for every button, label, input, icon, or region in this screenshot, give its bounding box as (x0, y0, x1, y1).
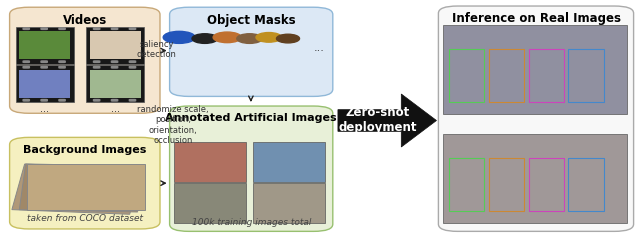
FancyBboxPatch shape (58, 27, 66, 30)
FancyBboxPatch shape (27, 164, 145, 210)
FancyBboxPatch shape (10, 137, 160, 229)
Text: Annotated Artificial Images: Annotated Artificial Images (165, 113, 337, 123)
Text: Object Masks: Object Masks (207, 14, 296, 27)
FancyBboxPatch shape (90, 70, 141, 98)
FancyBboxPatch shape (93, 60, 100, 63)
FancyBboxPatch shape (58, 66, 66, 69)
FancyBboxPatch shape (253, 183, 325, 223)
Text: Videos: Videos (63, 14, 107, 27)
FancyBboxPatch shape (22, 27, 30, 30)
FancyBboxPatch shape (174, 183, 246, 223)
FancyBboxPatch shape (111, 60, 118, 63)
FancyBboxPatch shape (129, 27, 136, 30)
FancyBboxPatch shape (93, 66, 100, 69)
FancyBboxPatch shape (19, 164, 144, 212)
Text: ...: ... (314, 43, 324, 53)
FancyBboxPatch shape (22, 66, 30, 69)
FancyBboxPatch shape (170, 7, 333, 96)
Circle shape (256, 33, 282, 42)
Text: Zero-shot
deployment: Zero-shot deployment (339, 107, 417, 134)
FancyBboxPatch shape (129, 66, 136, 69)
Text: ...: ... (40, 104, 49, 114)
FancyBboxPatch shape (12, 164, 142, 214)
FancyBboxPatch shape (129, 60, 136, 63)
FancyBboxPatch shape (443, 134, 627, 223)
FancyBboxPatch shape (16, 27, 74, 64)
Text: Inference on Real Images: Inference on Real Images (451, 12, 621, 25)
FancyBboxPatch shape (40, 66, 48, 69)
FancyBboxPatch shape (90, 31, 141, 59)
FancyBboxPatch shape (58, 60, 66, 63)
Circle shape (192, 34, 218, 43)
FancyBboxPatch shape (129, 99, 136, 102)
Circle shape (237, 34, 262, 43)
FancyBboxPatch shape (22, 99, 30, 102)
FancyBboxPatch shape (16, 65, 74, 102)
Text: randomize scale,
position,
orientation,
occlusion: randomize scale, position, orientation, … (137, 105, 209, 145)
Circle shape (163, 31, 195, 43)
Polygon shape (338, 94, 436, 147)
FancyBboxPatch shape (86, 65, 144, 102)
FancyBboxPatch shape (111, 99, 118, 102)
FancyBboxPatch shape (174, 142, 246, 182)
FancyBboxPatch shape (93, 99, 100, 102)
FancyBboxPatch shape (19, 31, 70, 59)
FancyBboxPatch shape (170, 106, 333, 231)
Text: saliency
detection: saliency detection (137, 40, 177, 59)
FancyBboxPatch shape (443, 25, 627, 114)
FancyBboxPatch shape (111, 27, 118, 30)
Circle shape (213, 32, 241, 43)
Text: ...: ... (111, 104, 120, 114)
FancyBboxPatch shape (40, 99, 48, 102)
FancyBboxPatch shape (19, 70, 70, 98)
FancyBboxPatch shape (111, 66, 118, 69)
Text: Background Images: Background Images (23, 145, 147, 154)
FancyBboxPatch shape (438, 6, 634, 231)
FancyBboxPatch shape (22, 60, 30, 63)
FancyBboxPatch shape (253, 142, 325, 182)
Text: taken from COCO dataset: taken from COCO dataset (27, 214, 143, 223)
Text: 100k training images total: 100k training images total (191, 218, 311, 227)
FancyBboxPatch shape (93, 27, 100, 30)
FancyBboxPatch shape (58, 99, 66, 102)
FancyBboxPatch shape (86, 27, 144, 64)
FancyBboxPatch shape (40, 60, 48, 63)
FancyBboxPatch shape (40, 27, 48, 30)
Circle shape (276, 34, 300, 43)
FancyBboxPatch shape (10, 7, 160, 113)
